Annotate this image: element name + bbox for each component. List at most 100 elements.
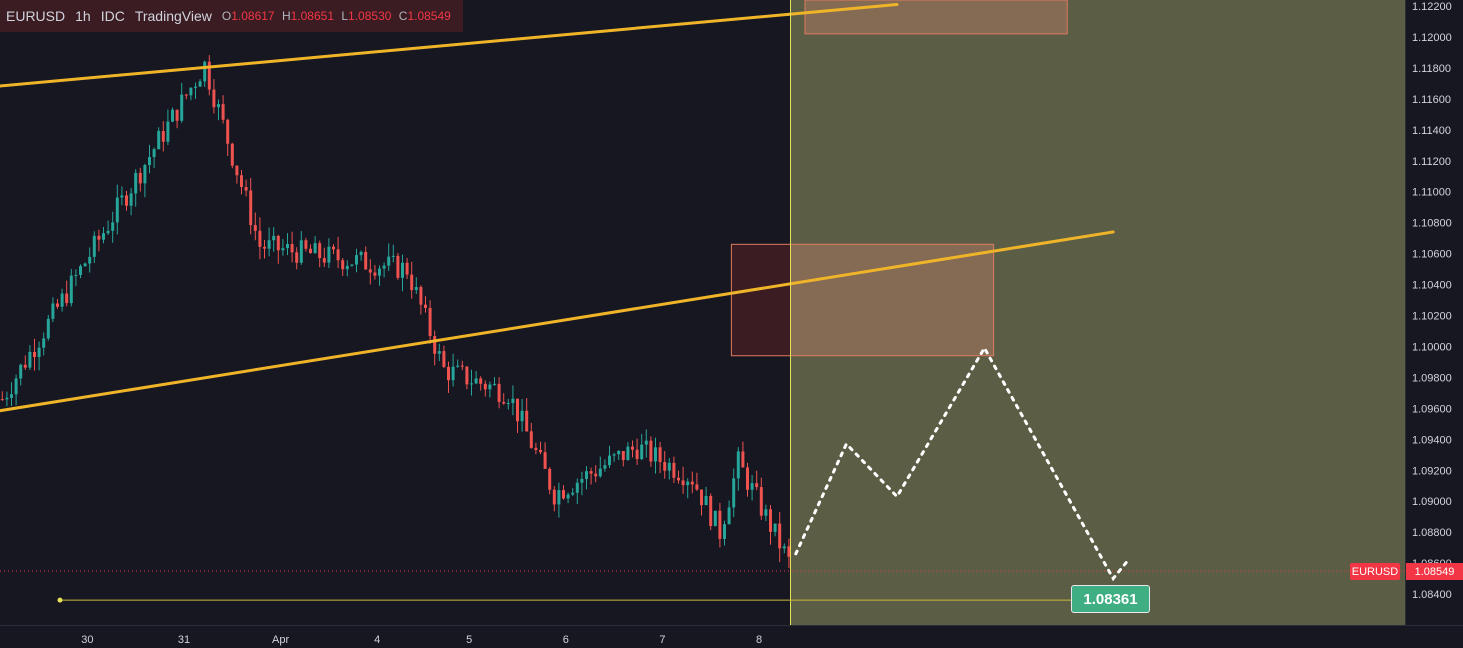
candle-body xyxy=(97,235,101,240)
upper-supply-zone-future xyxy=(805,0,1068,34)
lower-channel-line xyxy=(0,230,1115,413)
candle-body xyxy=(539,449,542,453)
candle-body xyxy=(322,258,326,263)
supply-zones[interactable] xyxy=(730,0,1068,357)
candle-body xyxy=(175,109,179,121)
candle-body xyxy=(33,351,36,358)
time-tick-label: 4 xyxy=(374,634,380,646)
candle-body xyxy=(92,235,96,257)
target-level[interactable] xyxy=(57,597,1072,603)
price-tick-label: 1.09200 xyxy=(1412,465,1452,477)
candle-body xyxy=(14,378,18,395)
candle-body xyxy=(161,130,165,142)
trendlines[interactable] xyxy=(0,2,1115,413)
candle-body xyxy=(194,86,197,88)
price-tick-label: 1.11400 xyxy=(1412,125,1451,137)
candle-body xyxy=(493,383,496,385)
candle-body xyxy=(603,465,607,469)
price-tick-label: 1.08400 xyxy=(1412,589,1452,601)
price-tick-label: 1.11800 xyxy=(1412,63,1451,75)
candle-body xyxy=(318,243,322,259)
candle-body xyxy=(299,240,303,263)
candle-body xyxy=(511,398,515,404)
time-tick-label: 7 xyxy=(659,634,665,646)
candle-body xyxy=(129,193,133,206)
time-axis-bg xyxy=(0,625,1463,648)
candle-body xyxy=(451,366,455,381)
candle-body xyxy=(433,336,437,354)
legend-symbol[interactable]: EURUSD xyxy=(6,8,66,24)
close-label: C xyxy=(398,9,408,23)
price-axis[interactable]: 1.12200 1.12000 1.11800 1.11600 1.11400 1.112… xyxy=(1405,0,1463,648)
candle-body xyxy=(327,246,331,263)
candle-body xyxy=(552,489,556,505)
candle-body xyxy=(575,482,579,493)
candle-body xyxy=(686,481,690,486)
candle-body xyxy=(612,454,616,456)
candle-body xyxy=(281,248,285,251)
price-tick-label: 1.12200 xyxy=(1412,1,1452,13)
time-tick-label: 8 xyxy=(756,634,762,646)
candle-body xyxy=(483,383,487,390)
candle-body xyxy=(203,61,207,82)
middle-supply-zone-past xyxy=(731,244,790,356)
upper-channel-line xyxy=(0,2,899,88)
candle-body xyxy=(465,366,469,385)
candle-body xyxy=(143,165,147,184)
candle-body xyxy=(106,230,110,234)
candle-body xyxy=(419,287,423,305)
candle-body xyxy=(640,444,644,460)
candle-body xyxy=(644,440,648,445)
candle-body xyxy=(773,523,777,532)
time-axis[interactable]: 30 31 Apr 4 5 6 7 8 xyxy=(0,625,1463,648)
candle-body xyxy=(410,274,414,291)
candle-body xyxy=(102,233,105,240)
low-label: L xyxy=(341,9,349,23)
candle-body xyxy=(207,61,211,90)
candle-body xyxy=(364,251,368,270)
candle-body xyxy=(79,266,82,275)
candle-body xyxy=(69,275,73,304)
middle-supply-zone-future xyxy=(790,244,994,356)
candle-body xyxy=(134,172,138,194)
candle-body xyxy=(83,263,87,267)
candle-body xyxy=(460,365,464,367)
candle-body xyxy=(424,304,427,308)
candle-body xyxy=(5,397,9,400)
candle-body xyxy=(138,172,142,184)
candle-body xyxy=(658,447,662,463)
candle-body xyxy=(345,265,349,270)
candle-body xyxy=(534,447,538,450)
candle-body xyxy=(654,447,657,462)
candle-body xyxy=(336,249,340,261)
candle-body xyxy=(148,157,151,166)
candle-body xyxy=(442,351,446,367)
legend-interval[interactable]: 1h xyxy=(75,8,91,24)
projection-path[interactable] xyxy=(794,344,1129,582)
candle-body xyxy=(488,384,492,390)
target-price-label[interactable]: 1.08361 xyxy=(1071,585,1150,613)
candle-body xyxy=(125,195,128,206)
candle-body xyxy=(621,450,625,461)
candle-body xyxy=(272,235,276,241)
candle-body xyxy=(221,104,225,120)
candle-body xyxy=(769,509,772,532)
candle-body xyxy=(736,451,740,479)
candle-body xyxy=(741,451,745,468)
candle-body xyxy=(56,303,59,307)
candle-body xyxy=(428,307,432,337)
candle-body xyxy=(787,546,791,557)
candle-body xyxy=(42,338,46,348)
candle-body xyxy=(152,149,156,158)
candle-body xyxy=(378,268,381,276)
candle-body xyxy=(258,230,262,247)
time-tick-label: 31 xyxy=(178,634,190,646)
high-value: 1.08651 xyxy=(290,9,335,23)
candle-body xyxy=(663,462,667,471)
candle-body xyxy=(782,546,786,549)
candle-body xyxy=(111,222,115,231)
candle-body xyxy=(313,243,317,254)
candle-body xyxy=(226,119,230,144)
